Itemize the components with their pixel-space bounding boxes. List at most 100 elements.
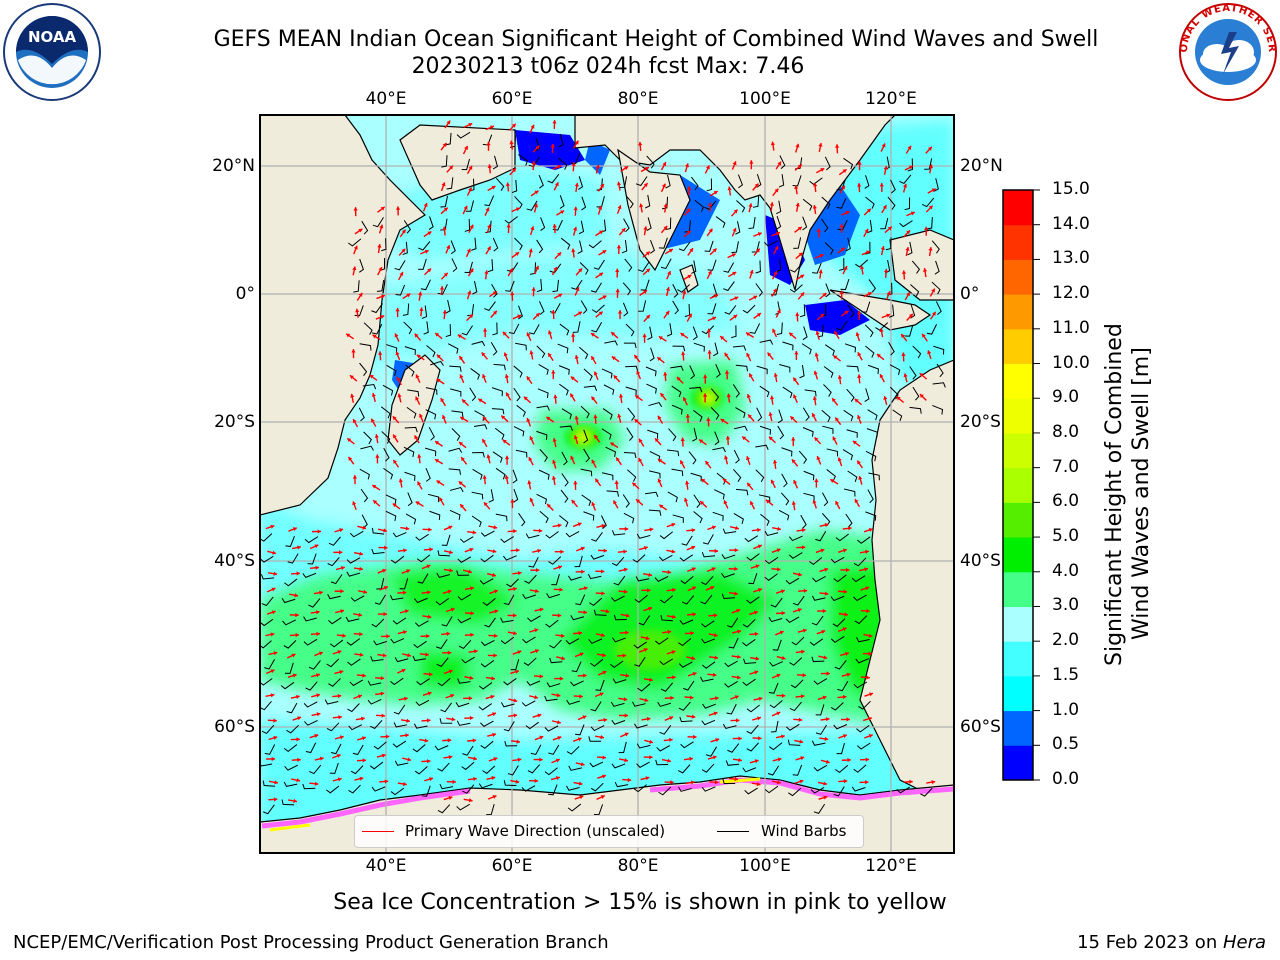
wind-barb bbox=[764, 240, 778, 247]
colorbar-tick-label: 2.0 bbox=[1052, 630, 1080, 651]
footer-date-text: 15 Feb 2023 on bbox=[1077, 932, 1223, 953]
wave-arrow-head bbox=[513, 713, 518, 718]
wave-arrow-head bbox=[854, 398, 859, 403]
wind-barb bbox=[815, 704, 825, 716]
wave-arrow-head bbox=[906, 292, 910, 297]
primary-wave-swatch bbox=[362, 831, 394, 832]
wind-barb bbox=[778, 509, 790, 521]
wave-arrow-head bbox=[777, 161, 782, 166]
wind-barb bbox=[403, 220, 412, 234]
wave-arrow-head bbox=[781, 610, 786, 616]
chart-title-line2: 20230213 t06z 024h fcst Max: 7.46 bbox=[411, 54, 805, 79]
wind-barb bbox=[858, 700, 871, 710]
wave-arrow-head bbox=[919, 373, 924, 378]
wind-barb bbox=[376, 279, 385, 292]
wave-arrow-head bbox=[714, 548, 719, 554]
wave-arrow-head bbox=[649, 677, 653, 682]
wave-arrow-head bbox=[600, 569, 605, 574]
wave-arrow-head bbox=[490, 694, 495, 699]
wind-barb bbox=[855, 658, 870, 664]
wave-arrow-head bbox=[359, 776, 364, 781]
wind-barb bbox=[414, 766, 428, 775]
wave-arrow-head bbox=[415, 374, 420, 379]
wind-barb bbox=[799, 304, 806, 318]
wave-arrow-head bbox=[467, 290, 472, 295]
wave-arrow-head bbox=[548, 353, 552, 358]
wind-barb bbox=[570, 615, 585, 621]
wave-arrow-head bbox=[823, 795, 828, 800]
wind-barb bbox=[513, 426, 525, 437]
wave-arrow-head bbox=[470, 611, 474, 616]
wave-arrow-head bbox=[919, 394, 924, 398]
wave-arrow-head bbox=[459, 442, 464, 446]
wind-barb bbox=[461, 158, 471, 171]
wind-barb bbox=[536, 430, 548, 440]
wind-barb bbox=[420, 279, 431, 291]
wave-arrow-head bbox=[591, 502, 596, 507]
wave-arrow-head bbox=[273, 651, 278, 656]
wind-barb bbox=[833, 786, 845, 797]
wave-arrow-head bbox=[599, 272, 604, 277]
wind-barb bbox=[390, 677, 404, 686]
wind-barb bbox=[538, 364, 549, 375]
wind-barb bbox=[559, 323, 570, 336]
wind-barb bbox=[622, 302, 629, 317]
wave-arrow-head bbox=[486, 454, 491, 459]
wind-barb bbox=[704, 240, 714, 252]
wave-arrow-head bbox=[680, 437, 685, 442]
wind-barb bbox=[836, 742, 845, 755]
colorbar-tick-label: 1.5 bbox=[1052, 664, 1080, 685]
wind-barb bbox=[500, 617, 514, 623]
wind-barb bbox=[935, 301, 942, 315]
wind-barb bbox=[596, 178, 603, 191]
wave-arrow-head bbox=[296, 778, 301, 783]
wave-arrow-head bbox=[908, 313, 913, 318]
wave-arrow-head bbox=[593, 371, 598, 376]
wind-barb bbox=[557, 343, 569, 354]
left-lat-label: 20°S bbox=[214, 412, 255, 432]
wind-barb bbox=[472, 280, 478, 295]
wave-arrow-head bbox=[682, 290, 687, 295]
wave-arrow-head bbox=[415, 501, 420, 506]
wind-barb bbox=[933, 178, 939, 192]
wave-arrow-head bbox=[578, 630, 583, 636]
wave-arrow-head bbox=[922, 268, 928, 272]
wind-barb bbox=[490, 341, 498, 356]
wave-arrow-head bbox=[660, 393, 665, 398]
wave-arrow-head bbox=[600, 795, 605, 799]
wind-barb bbox=[788, 535, 803, 542]
wind-barb bbox=[680, 576, 694, 585]
wave-arrow-head bbox=[574, 355, 579, 359]
wind-barb bbox=[559, 195, 565, 209]
wave-arrow-head bbox=[297, 545, 301, 550]
indian-peninsula bbox=[617, 148, 691, 272]
wave-arrow-head bbox=[529, 436, 534, 441]
wind-barb bbox=[701, 638, 715, 644]
wind-barb bbox=[359, 468, 370, 480]
wind-barb bbox=[775, 200, 782, 215]
wind-barb bbox=[304, 536, 319, 544]
wave-arrow-head bbox=[846, 717, 850, 722]
wind-barb bbox=[493, 363, 506, 371]
wave-arrow-head bbox=[482, 439, 486, 444]
wave-arrow-head bbox=[557, 720, 561, 725]
wave-arrow-head bbox=[295, 694, 300, 700]
wave-arrow-head bbox=[547, 330, 553, 335]
wind-barb bbox=[539, 301, 545, 315]
wave-arrow-head bbox=[483, 502, 488, 507]
wave-arrow-head bbox=[856, 310, 862, 315]
wave-arrow-head bbox=[492, 572, 496, 578]
wind-barb bbox=[547, 173, 560, 184]
wave-arrow-head bbox=[749, 160, 754, 164]
wind-barb bbox=[732, 468, 742, 482]
colorbar-tick-label: 3.0 bbox=[1052, 595, 1080, 616]
wind-barb bbox=[328, 536, 341, 546]
wave-arrow-head bbox=[462, 399, 466, 404]
wind-barb bbox=[484, 301, 496, 311]
wind-barb bbox=[330, 574, 343, 585]
wave-arrow-head bbox=[593, 414, 598, 419]
wave-arrow-head bbox=[575, 287, 580, 292]
wind-barb bbox=[836, 197, 847, 209]
wind-barb bbox=[813, 678, 828, 685]
wave-arrow-head bbox=[406, 293, 411, 298]
